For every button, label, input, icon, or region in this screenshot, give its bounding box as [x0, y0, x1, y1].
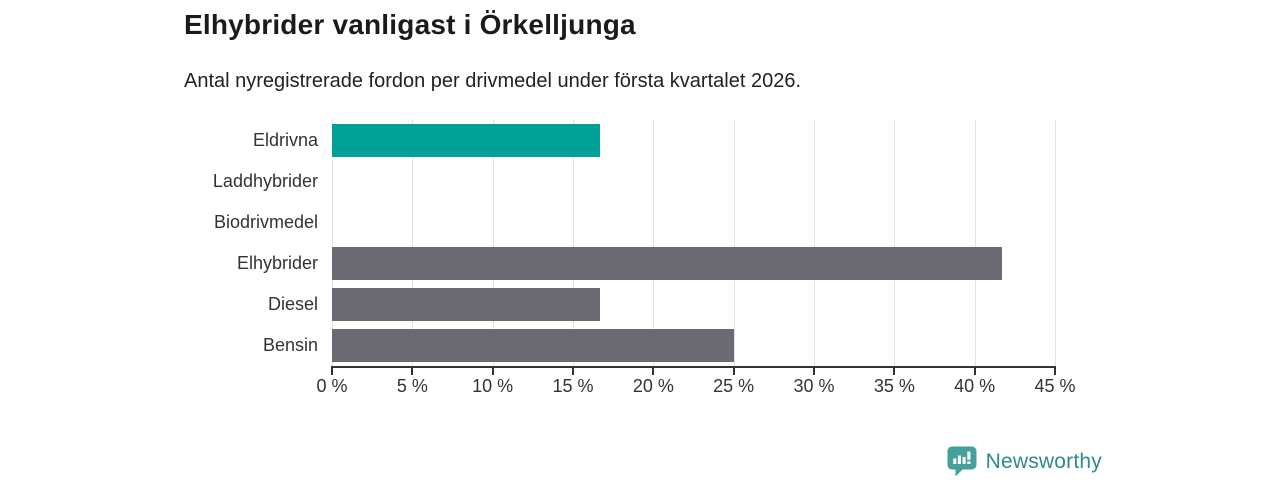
gridline: [814, 120, 815, 366]
x-axis-tick: [572, 368, 574, 375]
bar: [332, 124, 601, 157]
gridline: [1055, 120, 1056, 366]
x-axis-tick: [411, 368, 414, 375]
x-tick-label: 30 %: [793, 376, 835, 396]
newsworthy-chart-bubble-icon: [947, 446, 977, 477]
bar-row: [332, 243, 1055, 284]
bar-row: [332, 202, 1055, 243]
x-tick-label: 20 %: [632, 376, 674, 396]
x-axis-tick: [973, 368, 976, 375]
gridline: [653, 120, 655, 366]
x-axis-tick: [652, 368, 655, 375]
x-tick-label: 35 %: [873, 376, 915, 396]
x-tick-labels: 0 % 5 % 10 % 15 % 20 % 25 % 30 % 35 % 40 % 45 %: [316, 376, 1075, 398]
x-axis-tick: [491, 368, 494, 375]
x-axis-tick: [893, 368, 896, 375]
bar-row: [332, 161, 1055, 202]
x-tick-label: 5 %: [396, 376, 428, 396]
category-label: Eldrivna: [252, 130, 318, 150]
gridline: [974, 120, 976, 366]
x-axis: [331, 366, 1056, 375]
x-axis-tick: [1054, 368, 1056, 375]
bar-row: [332, 120, 1055, 161]
chart-subtitle: Antal nyregistrerade fordon per drivmede…: [184, 70, 802, 92]
gridline: [492, 120, 494, 366]
x-tick-label: 40 %: [954, 376, 996, 396]
gridline: [412, 120, 414, 366]
bar: [332, 329, 734, 362]
category-label: Diesel: [267, 294, 318, 314]
x-axis-tick: [331, 368, 333, 375]
x-tick-label: 10 %: [472, 376, 514, 396]
category-label: Laddhybrider: [212, 171, 318, 191]
bar-row: [332, 325, 1055, 366]
x-tick-label: 15 %: [552, 376, 594, 396]
gridline: [894, 120, 896, 366]
x-tick-label: 45 %: [1034, 376, 1076, 396]
x-axis-tick: [732, 368, 735, 375]
gridline: [332, 120, 333, 366]
gridline: [573, 120, 574, 366]
newsworthy-logo: Newsworthy: [947, 446, 1102, 477]
bar: [332, 247, 1002, 280]
category-label: Elhybrider: [236, 253, 318, 273]
bar-row: [332, 284, 1055, 325]
x-tick-label: 25 %: [713, 376, 755, 396]
gridline: [733, 120, 735, 366]
category-label: Bensin: [262, 335, 318, 355]
bar: [332, 288, 601, 321]
plot-area: [332, 120, 1056, 366]
category-label: Biodrivmedel: [213, 212, 318, 232]
newsworthy-logo-text: Newsworthy: [985, 449, 1102, 473]
category-axis: Eldrivna Laddhybrider Biodrivmedel Elhybrid…: [0, 120, 318, 366]
x-axis-tick: [813, 368, 815, 375]
chart-title: Elhybrider vanligast i Örkelljunga: [184, 9, 636, 40]
x-tick-label: 0 %: [316, 376, 348, 396]
